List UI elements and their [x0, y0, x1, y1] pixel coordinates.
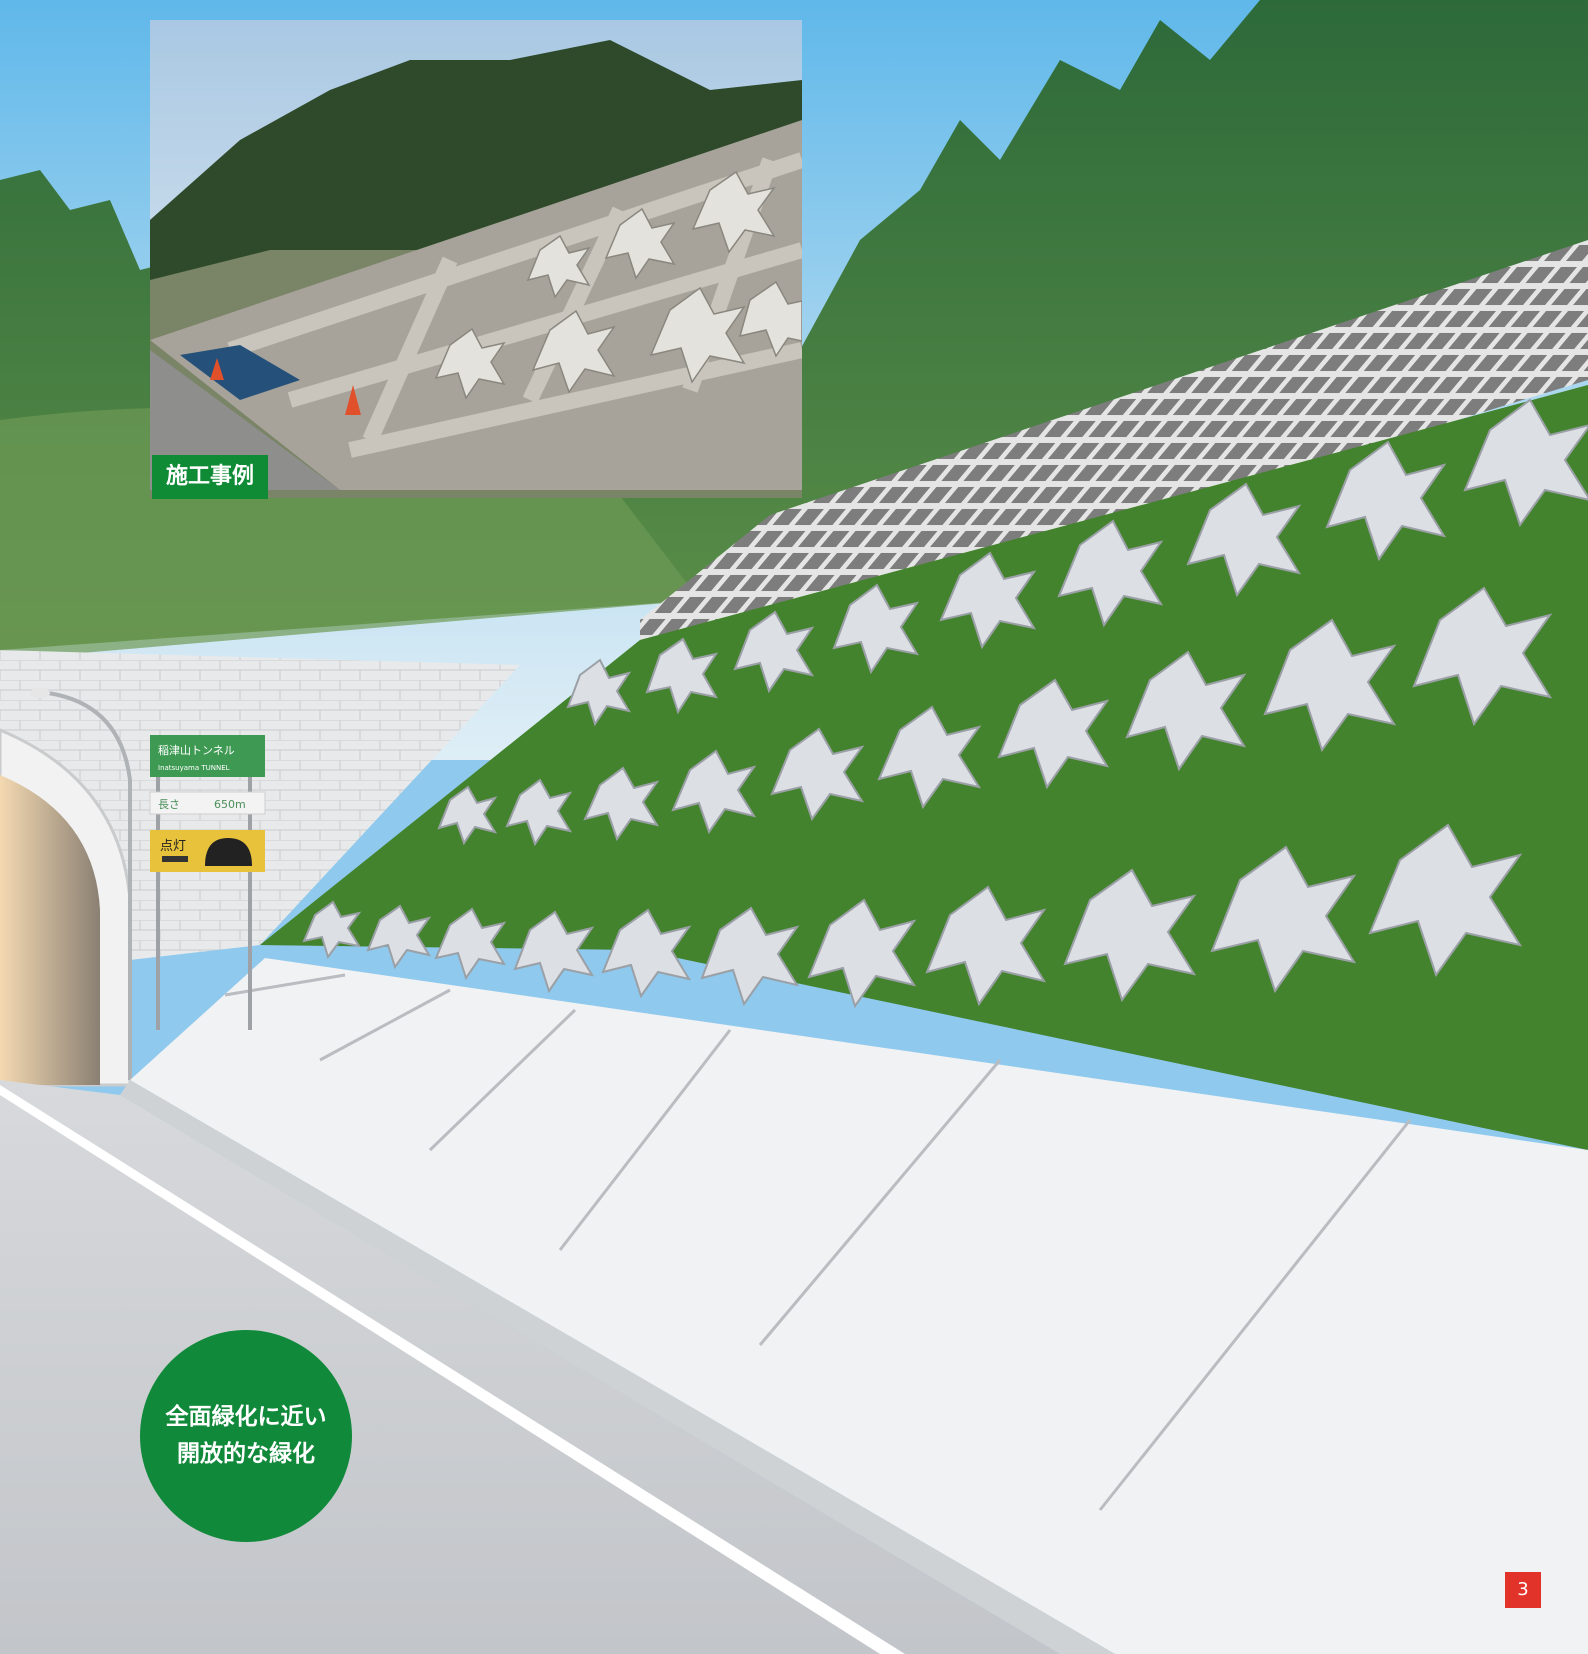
- construction-example-label: 施工事例: [152, 455, 269, 499]
- tunnel-name: 稲津山トンネル: [158, 744, 235, 757]
- greening-callout: 全面緑化に近い 開放的な緑化: [140, 1330, 352, 1542]
- page-number-badge: 3: [1505, 1572, 1541, 1608]
- tunnel-sign: 稲津山トンネル Inatsuyama TUNNEL 長さ 650m 点灯: [149, 735, 266, 1030]
- tunnel-length-value: 650m: [214, 798, 246, 811]
- tunnel-lights-label: 点灯: [160, 839, 186, 854]
- construction-example-photo: [150, 20, 802, 498]
- callout-line-1: 全面緑化に近い: [165, 1404, 327, 1430]
- tunnel-length-label: 長さ: [158, 798, 180, 811]
- callout-line-2: 開放的な緑化: [177, 1441, 315, 1467]
- tunnel-name-roman: Inatsuyama TUNNEL: [158, 764, 230, 772]
